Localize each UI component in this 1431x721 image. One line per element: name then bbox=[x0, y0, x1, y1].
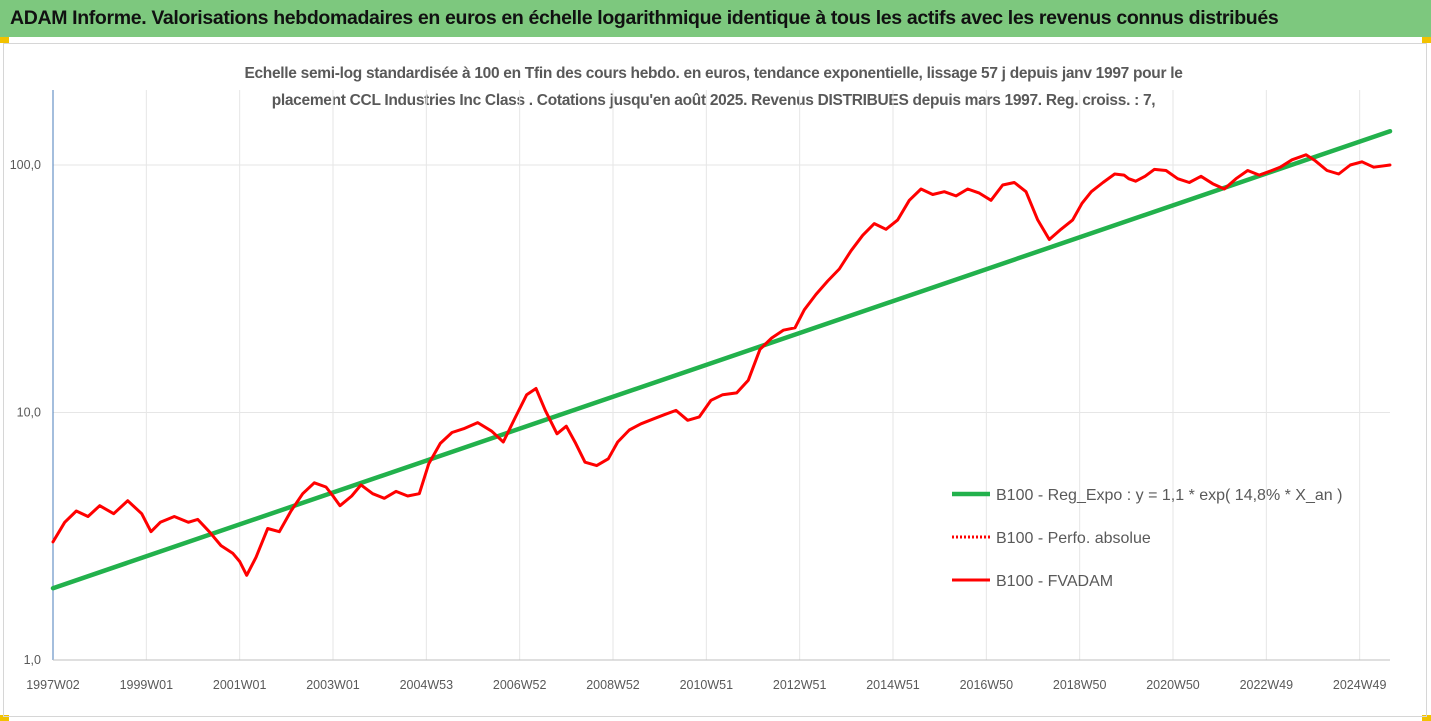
chart-frame bbox=[3, 43, 1427, 717]
x-tick-label: 2012W51 bbox=[773, 678, 827, 692]
corner-marker bbox=[0, 715, 9, 721]
corner-marker bbox=[0, 37, 9, 43]
x-tick-label: 2010W51 bbox=[680, 678, 734, 692]
x-tick-label: 2006W52 bbox=[493, 678, 547, 692]
x-tick-label: 2024W49 bbox=[1333, 678, 1387, 692]
report-banner: ADAM Informe. Valorisations hebdomadaire… bbox=[0, 0, 1431, 37]
legend-label-3: B100 - FVADAM bbox=[996, 573, 1113, 590]
x-tick-label: 1999W01 bbox=[120, 678, 174, 692]
y-tick-label: 10,0 bbox=[17, 406, 41, 420]
x-tick-label: 2018W50 bbox=[1053, 678, 1107, 692]
y-tick-label: 100,0 bbox=[10, 158, 41, 172]
x-tick-label: 2020W50 bbox=[1146, 678, 1200, 692]
x-tick-label: 2004W53 bbox=[400, 678, 454, 692]
legend-label-2: B100 - Perfo. absolue bbox=[996, 530, 1151, 547]
corner-marker bbox=[1422, 37, 1431, 43]
x-tick-label: 2008W52 bbox=[586, 678, 640, 692]
x-tick-label: 2014W51 bbox=[866, 678, 920, 692]
x-tick-label: 2022W49 bbox=[1240, 678, 1294, 692]
series-line-1 bbox=[50, 128, 1393, 591]
report-title: ADAM Informe. Valorisations hebdomadaire… bbox=[10, 7, 1279, 29]
series-line-3 bbox=[51, 153, 1392, 577]
y-tick-label: 1,0 bbox=[24, 653, 41, 667]
chart-title-line-1: Echelle semi-log standardisée à 100 en T… bbox=[244, 65, 1183, 82]
x-tick-label: 1997W02 bbox=[26, 678, 80, 692]
x-tick-label: 2016W50 bbox=[960, 678, 1014, 692]
x-tick-label: 2001W01 bbox=[213, 678, 267, 692]
legend-label-1: B100 - Reg_Expo : y = 1,1 * exp( 14,8% *… bbox=[996, 487, 1342, 504]
corner-marker bbox=[1422, 715, 1431, 721]
chart-title-line-2: placement CCL Industries Inc Class . Cot… bbox=[271, 92, 1156, 109]
x-tick-label: 2003W01 bbox=[306, 678, 360, 692]
